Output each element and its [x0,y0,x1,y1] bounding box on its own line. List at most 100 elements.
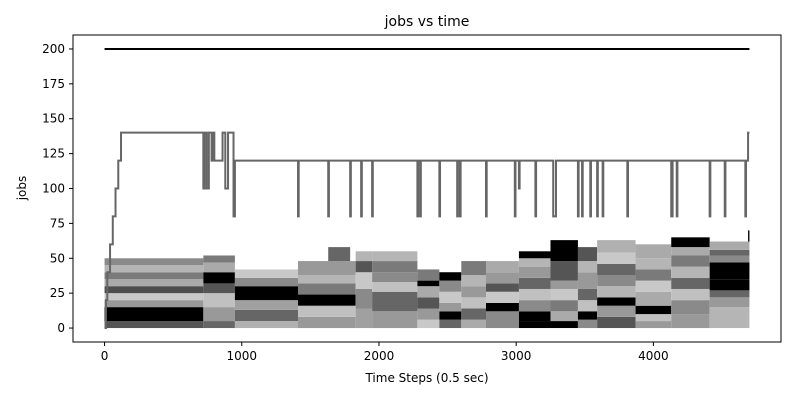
job-block-58 [486,311,519,329]
job-block-104 [671,288,710,301]
job-block-7 [104,265,204,273]
job-block-89 [597,286,636,298]
job-block-36 [372,281,418,292]
x-axis-ticks: 0 1000 2000 3000 4000 [101,342,669,363]
job-block-90 [597,275,636,287]
job-block-97 [635,291,672,306]
job-block-112 [709,290,750,298]
job-block-86 [597,316,636,329]
job-block-52 [461,319,486,329]
job-block-116 [709,249,750,256]
job-block-55 [461,286,486,298]
job-block-94 [635,321,672,329]
job-block-83 [577,272,598,289]
job-block-103 [671,300,710,315]
job-block-34 [372,311,418,329]
y-tick-label: 175 [42,77,65,91]
job-block-50 [439,280,462,292]
job-block-57 [461,261,486,276]
y-tick-label: 50 [50,251,65,265]
job-block-28 [328,247,351,262]
job-block-109 [671,237,710,248]
job-block-115 [709,255,750,263]
job-block-5 [104,279,204,287]
job-block-85 [577,247,598,262]
job-block-39 [372,251,418,262]
y-tick-label: 100 [42,182,65,196]
job-block-45 [417,269,440,281]
job-block-59 [486,302,519,312]
job-block-40 [417,319,440,329]
job-block-92 [597,252,636,264]
stacked-blocks [104,230,750,329]
job-block-10 [203,307,235,322]
job-block-18 [234,300,299,310]
y-tick-label: 0 [57,321,65,335]
job-block-29 [355,308,373,329]
job-block-56 [461,275,486,287]
job-block-47 [439,311,462,320]
job-block-0 [104,321,204,329]
job-block-99 [635,269,672,281]
job-block-25 [298,283,356,295]
x-tick-label: 0 [101,349,109,363]
job-block-98 [635,280,672,292]
job-block-65 [518,311,551,322]
job-block-80 [577,311,598,320]
job-block-69 [518,266,551,278]
job-block-22 [298,316,356,329]
job-block-74 [550,300,578,312]
job-block-26 [298,275,356,284]
job-block-3 [104,293,204,301]
job-block-49 [439,291,462,303]
job-block-43 [417,286,440,298]
job-block-41 [417,308,440,320]
job-block-101 [635,244,672,259]
job-block-110 [709,307,750,329]
job-block-72 [550,321,578,329]
y-axis-label: jobs [15,176,29,202]
job-block-111 [709,297,750,308]
job-block-106 [671,266,710,278]
job-block-78 [550,240,578,262]
job-block-13 [203,272,235,284]
job-block-68 [518,277,551,289]
job-block-105 [671,277,710,289]
job-block-35 [372,291,418,312]
job-block-108 [671,247,710,256]
job-block-117 [709,241,750,250]
job-block-32 [355,261,373,273]
job-block-19 [234,286,299,301]
job-block-4 [104,286,204,294]
x-tick-label: 2000 [364,349,395,363]
x-tick-label: 4000 [638,349,669,363]
job-block-77 [550,261,578,281]
job-block-73 [550,311,578,322]
job-block-88 [597,297,636,306]
x-tick-label: 3000 [501,349,532,363]
y-tick-label: 25 [50,286,65,300]
job-block-48 [439,302,462,312]
job-block-107 [671,255,710,267]
y-axis-ticks: 0 25 50 75 100 125 150 175 200 [42,42,73,335]
job-block-46 [439,319,462,329]
job-block-17 [234,309,299,322]
x-tick-label: 1000 [226,349,257,363]
job-block-95 [635,314,672,322]
y-tick-label: 150 [42,112,65,126]
job-block-64 [518,321,551,329]
job-block-91 [597,263,636,276]
y-tick-label: 200 [42,42,65,56]
y-tick-label: 75 [50,216,65,230]
job-block-8 [104,258,204,266]
job-block-93 [597,240,636,253]
job-block-1 [104,307,204,322]
job-block-61 [486,283,519,292]
job-block-96 [635,305,672,315]
job-block-16 [234,321,299,329]
job-block-21 [234,269,299,278]
job-block-114 [709,262,750,280]
job-block-102 [671,314,710,329]
job-block-67 [518,288,551,301]
